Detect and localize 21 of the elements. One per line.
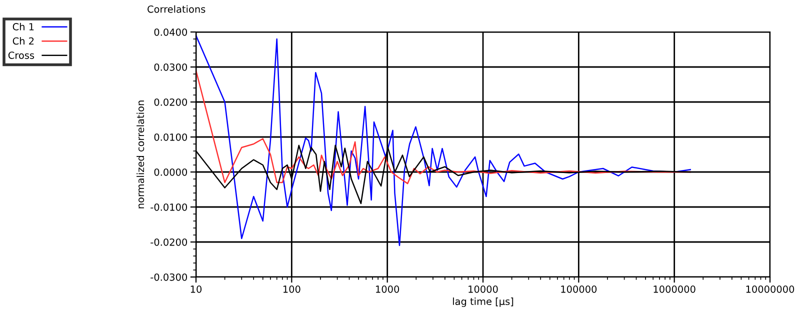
y-axis-title: normalized correlation (136, 100, 144, 208)
x-tick-label: 100 (283, 286, 300, 293)
y-tick-label: 0.0300 (154, 63, 188, 71)
y-tick-label: 0.0100 (154, 133, 188, 141)
legend-label: Ch 2 (12, 37, 34, 45)
x-tick-label: 100000 (561, 286, 597, 293)
x-tick-label: 10000000 (746, 286, 794, 293)
y-tick-label: 0.0000 (154, 168, 188, 176)
y-tick-label: -0.0300 (150, 273, 188, 281)
x-tick-label: 10 (190, 286, 202, 293)
y-tick-label: -0.0200 (150, 238, 188, 246)
x-tick-label: 10000 (468, 286, 498, 293)
legend-label: Cross (8, 52, 34, 59)
legend-label: Ch 1 (12, 22, 34, 30)
x-tick-label: 1000000 (654, 286, 696, 293)
y-tick-label: 0.0200 (154, 98, 188, 106)
x-axis-title: lag time [µs] (453, 298, 514, 307)
y-tick-label: -0.0100 (150, 203, 188, 211)
x-tick-label: 1000 (376, 286, 400, 293)
chart-title: Correlations (148, 5, 206, 13)
y-tick-label: 0.0400 (154, 28, 188, 36)
